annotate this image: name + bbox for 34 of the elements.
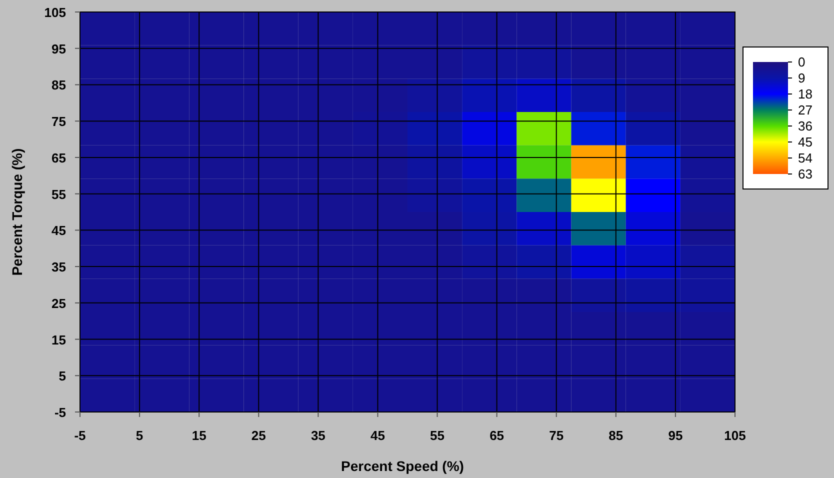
x-tick-label: 55: [430, 428, 445, 443]
y-axis-title: Percent Torque (%): [9, 148, 25, 276]
x-tick-label: 5: [136, 428, 144, 443]
y-tick-label: 15: [52, 332, 66, 348]
y-tick-label: 35: [52, 260, 66, 275]
color-bar-label: 27: [798, 102, 812, 118]
x-tick-label: 65: [490, 428, 504, 443]
color-bar-label: 45: [798, 134, 812, 150]
color-bar-label: 0: [798, 54, 806, 70]
x-tick-label: 75: [549, 428, 564, 443]
y-tick-label: 95: [52, 41, 66, 56]
x-tick-label: 35: [310, 428, 326, 443]
y-tick-label: 45: [52, 223, 66, 238]
color-bar-label: 9: [798, 70, 806, 86]
y-tick-label: 65: [52, 150, 66, 166]
y-tick-label: 75: [52, 114, 66, 130]
color-bar-label: 18: [798, 86, 812, 102]
y-tick-label: 105: [44, 5, 66, 20]
y-tick-label: -5: [54, 405, 66, 420]
y-tick-label: 55: [52, 186, 66, 202]
color-bar-label: 36: [798, 118, 812, 134]
color-bar-label: 54: [798, 150, 812, 166]
x-tick-label: 105: [724, 428, 746, 443]
x-tick-label: 95: [668, 428, 683, 443]
y-tick-label: 85: [52, 78, 66, 93]
x-tick-label: 85: [608, 428, 624, 443]
y-tick-label: 5: [58, 368, 66, 384]
color-bar-label: 63: [798, 166, 812, 182]
x-tick-label: -5: [74, 428, 86, 443]
x-axis-title: Percent Speed (%): [341, 458, 464, 474]
x-tick-label: 45: [370, 428, 385, 443]
x-tick-label: 25: [251, 428, 266, 443]
y-tick-label: 25: [52, 296, 66, 311]
x-tick-label: 15: [192, 428, 206, 443]
